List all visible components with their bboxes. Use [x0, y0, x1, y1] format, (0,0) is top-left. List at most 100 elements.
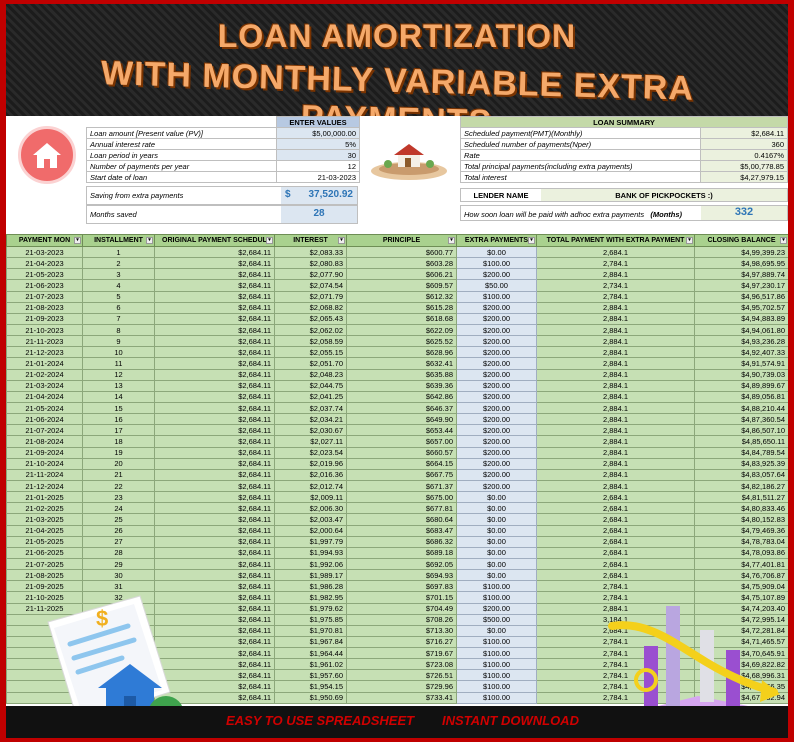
- interest-rate-input[interactable]: 5%: [276, 138, 360, 150]
- payoff-label: How soon loan will be paid with adhoc ex…: [461, 206, 701, 220]
- input-label: Annual interest rate: [86, 138, 277, 150]
- column-header[interactable]: TOTAL PAYMENT WITH EXTRA PAYMENT ▾: [536, 234, 695, 247]
- extra-payment-input[interactable]: $200.00: [456, 301, 537, 314]
- extra-payment-input[interactable]: $100.00: [456, 635, 537, 649]
- filter-dropdown-icon[interactable]: ▾: [74, 237, 81, 244]
- extra-payment-input[interactable]: $200.00: [456, 468, 537, 481]
- extra-payment-input[interactable]: $200.00: [456, 446, 537, 459]
- column-header[interactable]: ORIGINAL PAYMENT SCHEDUL ▾: [154, 234, 275, 247]
- column-header[interactable]: INTEREST ▾: [274, 234, 347, 247]
- extra-payment-input[interactable]: $100.00: [456, 580, 537, 593]
- lender-name-input[interactable]: BANK OF PICKPOCKETS :): [541, 189, 787, 201]
- extra-payment-input[interactable]: $100.00: [456, 691, 537, 704]
- total-payment-cell: 2,784.1: [536, 290, 695, 303]
- filter-dropdown-icon[interactable]: ▾: [780, 237, 787, 244]
- extra-payment-input[interactable]: $200.00: [456, 346, 537, 359]
- closing-balance-cell: $4,97,230.17: [694, 279, 788, 292]
- payment-month-cell: 21-05-2023: [6, 268, 83, 281]
- extra-payment-input[interactable]: $100.00: [456, 669, 537, 682]
- summary-value: 0.4167%: [700, 149, 788, 161]
- extra-payment-input[interactable]: $0.00: [456, 513, 537, 526]
- interest-cell: $2,009.11: [274, 491, 347, 504]
- filter-dropdown-icon[interactable]: ▾: [448, 237, 455, 244]
- loan-amount-input[interactable]: $5,00,000.00: [276, 127, 360, 139]
- payment-month-cell: 21-06-2023: [6, 279, 83, 292]
- extra-payment-input[interactable]: $0.00: [456, 524, 537, 537]
- column-header[interactable]: INSTALLMENT ▾: [82, 234, 155, 247]
- total-payment-cell: 2,784.1: [536, 580, 695, 593]
- principle-cell: $600.77: [346, 245, 457, 259]
- saving-amount: 37,520.92: [308, 189, 354, 200]
- closing-balance-cell: $4,77,401.81: [694, 557, 788, 571]
- extra-payment-input[interactable]: $200.00: [456, 424, 537, 437]
- extra-payment-input[interactable]: $100.00: [456, 591, 537, 604]
- column-header-label: ORIGINAL PAYMENT SCHEDUL: [162, 237, 267, 244]
- input-label: Loan period in years: [86, 149, 277, 161]
- extra-payment-input[interactable]: $500.00: [456, 613, 537, 626]
- extra-payment-input[interactable]: $0.00: [456, 569, 537, 582]
- extra-payment-input[interactable]: $200.00: [456, 268, 537, 281]
- installment-cell: 18: [82, 435, 155, 448]
- installment-cell: 3: [82, 268, 155, 281]
- interest-cell: $2,077.90: [274, 268, 347, 281]
- home-button[interactable]: [18, 126, 76, 184]
- extra-payment-input[interactable]: $200.00: [456, 479, 537, 493]
- filter-dropdown-icon[interactable]: ▾: [528, 237, 535, 244]
- total-payment-cell: 2,884.1: [536, 301, 695, 314]
- table-row: 21-02-2025 24 $2,684.11 $2,006.30 $677.81 $0.…: [6, 502, 788, 515]
- installment-cell: 19: [82, 446, 155, 459]
- extra-payment-input[interactable]: $200.00: [456, 602, 537, 615]
- extra-payment-input[interactable]: $0.00: [456, 624, 537, 637]
- extra-payment-input[interactable]: $200.00: [456, 312, 537, 325]
- extra-payment-input[interactable]: $50.00: [456, 279, 537, 292]
- input-label: Loan amount [Present value (PV)]: [86, 127, 277, 139]
- filter-dropdown-icon[interactable]: ▾: [686, 237, 693, 244]
- column-header[interactable]: PAYMENT MON ▾: [6, 234, 83, 247]
- extra-payment-input[interactable]: $0.00: [456, 502, 537, 515]
- filter-dropdown-icon[interactable]: ▾: [266, 237, 273, 244]
- filter-dropdown-icon[interactable]: ▾: [146, 237, 153, 244]
- saving-label: Saving from extra payments: [90, 191, 184, 200]
- extra-payment-input[interactable]: $200.00: [456, 413, 537, 426]
- principle-cell: $606.21: [346, 268, 457, 281]
- table-row: 21-12-2024 22 $2,684.11 $2,012.74 $671.37 $20…: [6, 479, 788, 493]
- principle-cell: $697.83: [346, 580, 457, 593]
- interest-cell: $2,041.25: [274, 390, 347, 403]
- extra-payment-input[interactable]: $100.00: [456, 658, 537, 671]
- total-payment-cell: 2,684.1: [536, 513, 695, 526]
- loan-period-input[interactable]: 30: [276, 149, 360, 161]
- extra-payment-input[interactable]: $200.00: [456, 401, 537, 415]
- extra-payment-input[interactable]: $0.00: [456, 245, 537, 259]
- extra-payment-input[interactable]: $100.00: [456, 290, 537, 303]
- extra-payment-input[interactable]: $100.00: [456, 257, 537, 270]
- column-header[interactable]: EXTRA PAYMENTS ▾: [456, 234, 537, 247]
- filter-dropdown-icon[interactable]: ▾: [338, 237, 345, 244]
- interest-cell: $2,027.11: [274, 435, 347, 448]
- extra-payment-input[interactable]: $100.00: [456, 647, 537, 660]
- original-payment-cell: $2,684.11: [154, 557, 275, 571]
- column-header[interactable]: CLOSING BALANCE ▾: [694, 234, 788, 247]
- extra-payment-input[interactable]: $200.00: [456, 368, 537, 381]
- column-header[interactable]: PRINCIPLE ▾: [346, 234, 457, 247]
- extra-payment-input[interactable]: $200.00: [456, 357, 537, 370]
- extra-payment-input[interactable]: $200.00: [456, 379, 537, 392]
- extra-payment-input[interactable]: $0.00: [456, 491, 537, 504]
- extra-payment-input[interactable]: $0.00: [456, 557, 537, 571]
- principle-cell: $692.05: [346, 557, 457, 571]
- extra-payment-input[interactable]: $0.00: [456, 535, 537, 548]
- start-date-input[interactable]: 21-03-2023: [276, 171, 360, 183]
- column-header-label: PAYMENT MON: [18, 237, 71, 244]
- table-row: 21-11-2023 9 $2,684.11 $2,058.59 $625.52 $200…: [6, 335, 788, 348]
- interest-cell: $2,006.30: [274, 502, 347, 515]
- extra-payment-input[interactable]: $200.00: [456, 335, 537, 348]
- table-row: 21-06-2025 28 $2,684.11 $1,994.93 $689.18 $0.…: [6, 546, 788, 559]
- extra-payment-input[interactable]: $0.00: [456, 546, 537, 559]
- payments-per-year-input[interactable]: 12: [276, 160, 360, 172]
- payment-month-cell: 21-09-2024: [6, 446, 83, 459]
- extra-payment-input[interactable]: $200.00: [456, 457, 537, 470]
- extra-payment-input[interactable]: $200.00: [456, 390, 537, 403]
- extra-payment-input[interactable]: $200.00: [456, 323, 537, 337]
- extra-payment-input[interactable]: $200.00: [456, 435, 537, 448]
- total-payment-cell: 2,684.1: [536, 535, 695, 548]
- extra-payment-input[interactable]: $100.00: [456, 680, 537, 693]
